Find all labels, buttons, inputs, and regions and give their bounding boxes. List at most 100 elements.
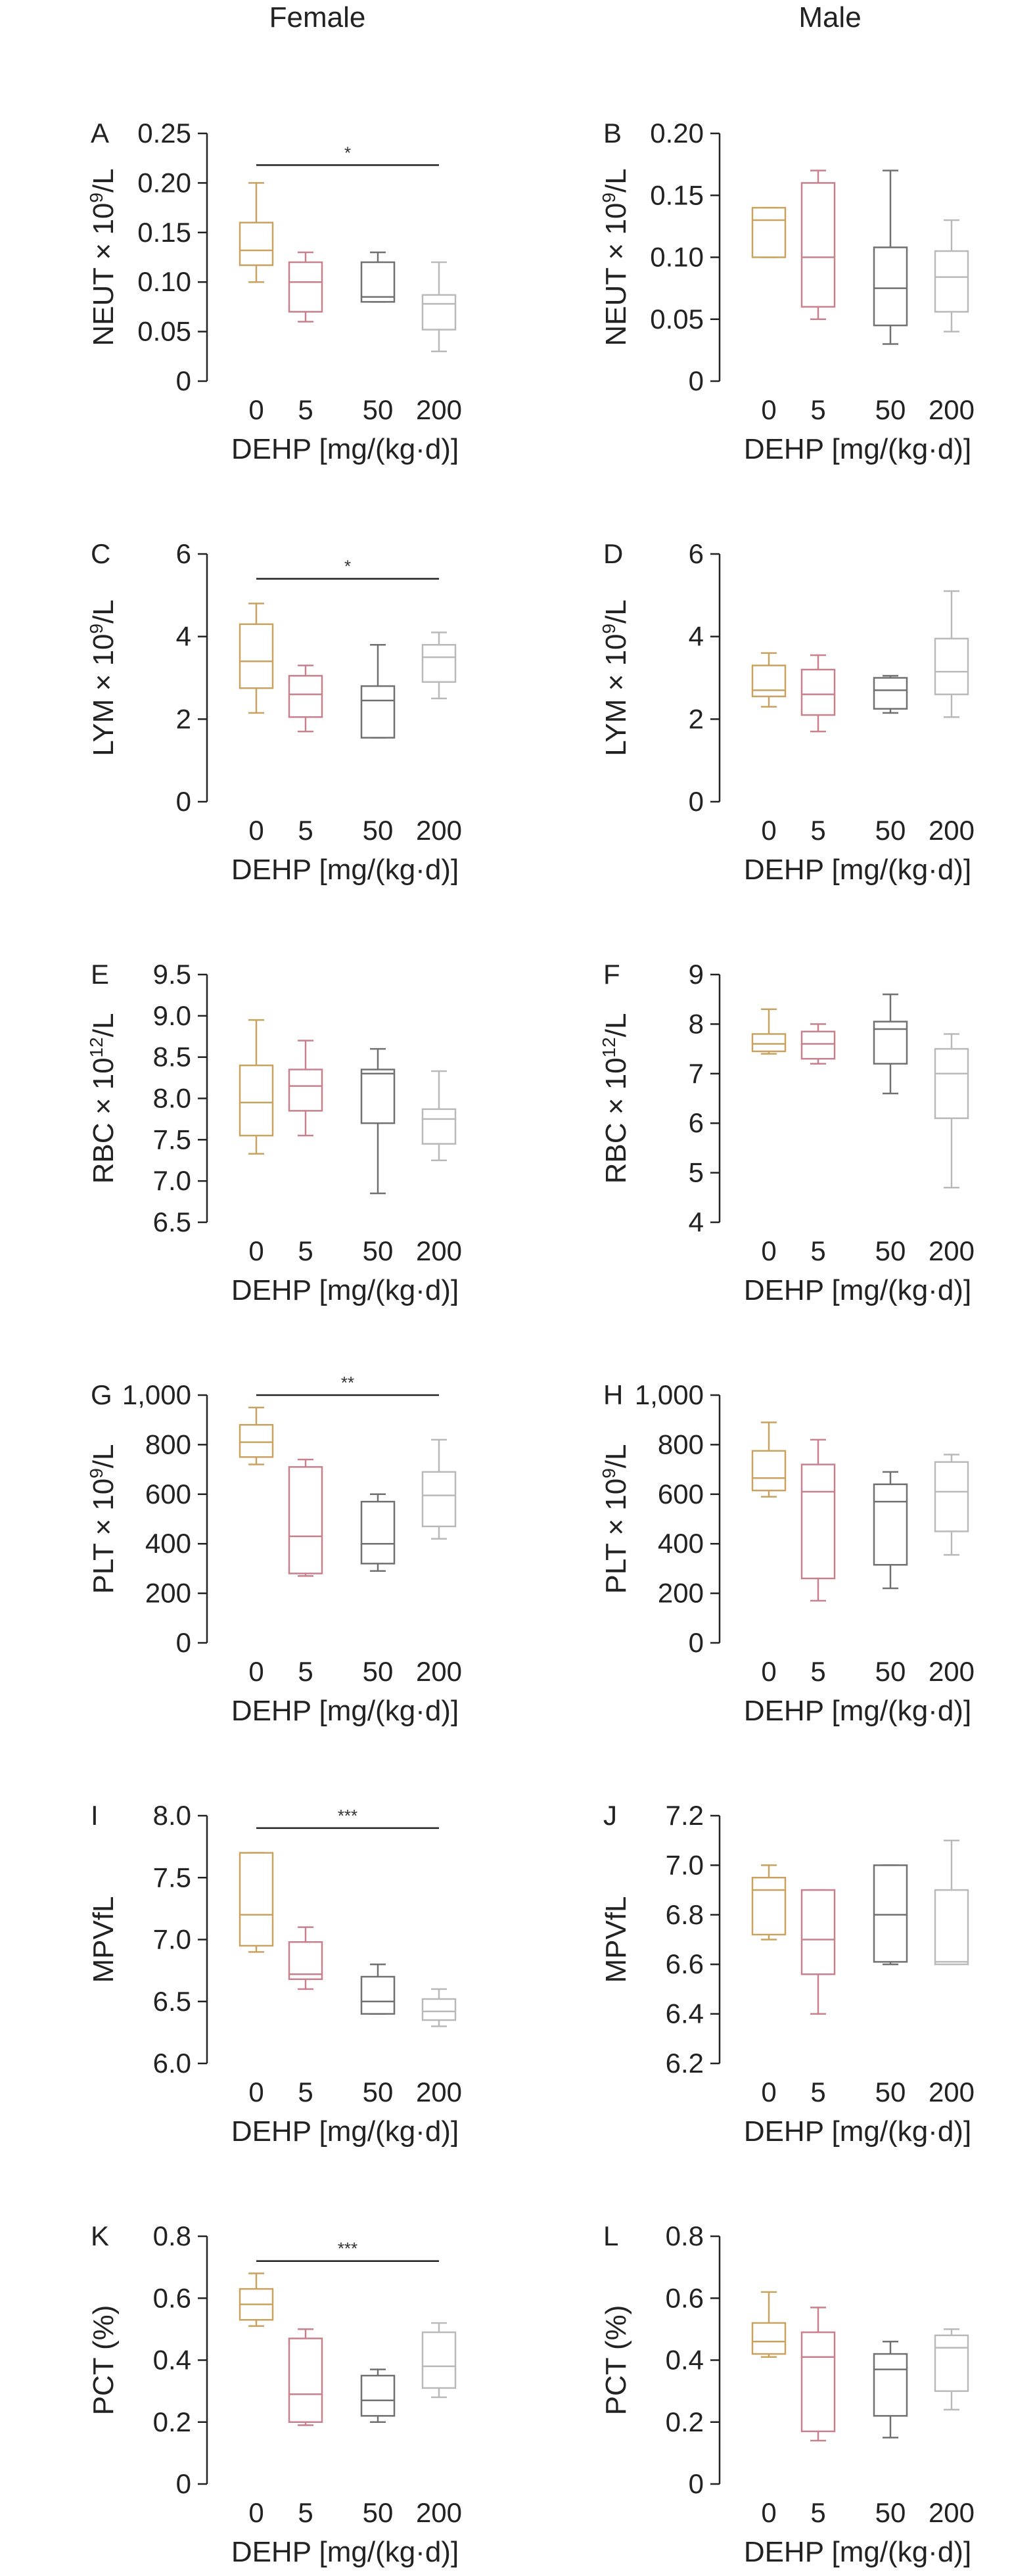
box-iqr [421,1998,457,2021]
panel-letter: F [603,959,620,990]
x-tick-label: 5 [810,1656,825,1687]
y-tick-label: 9.5 [153,959,191,990]
x-axis-title: DEHP [mg/(kg·d)] [231,2115,459,2148]
x-axis-title: DEHP [mg/(kg·d)] [231,2536,459,2568]
x-tick-label: 0 [248,815,264,846]
boxplot-i: I 6.0 6.5 7.0 7.5 8.0 0 5 50 200 DEHP [mg/(kg·d)] M… [87,1800,462,2148]
x-tick-label: 0 [761,2497,776,2528]
y-tick-label: 0.8 [153,2220,191,2251]
y-axis-title: MPVfL [87,1896,120,1983]
y-tick-label: 8.0 [153,1083,191,1114]
panel-f: F 4 5 6 7 8 9 0 5 50 200 DEHP [mg/(kg·d)] RBC × 1012… [513,894,1022,1314]
box-iqr [288,675,323,718]
panel-a: A 0 0.05 0.10 0.15 0.20 0.25 0 5 50 200 DEHP [mg/(k… [0,53,509,473]
box-iqr [934,1889,969,1966]
y-tick-label: 200 [145,1578,191,1609]
boxplot-e: E 6.5 7.0 7.5 8.0 8.5 9.0 9.5 0 5 50 200 DEHP [mg/(k… [86,959,462,1306]
y-tick-label: 0 [689,786,704,817]
boxplot-f: F 4 5 6 7 8 9 0 5 50 200 DEHP [mg/(kg·d)] RBC × 1012… [599,959,975,1306]
x-tick-label: 5 [810,2077,825,2107]
box-50 [360,1493,396,1572]
x-tick-label: 50 [363,1235,394,1266]
y-tick-label: 0.05 [650,304,704,334]
y-tick-label: 0 [176,786,191,817]
x-tick-label: 50 [875,815,906,846]
x-tick-label: 50 [875,2497,906,2528]
panel-g: G 0 200 400 600 800 1,000 0 5 50 200 DEHP [mg/(kg·d… [0,1314,509,1735]
box-iqr [288,1466,323,1575]
panel-letter: E [91,959,109,990]
y-tick-label: 6.5 [153,1207,191,1237]
y-tick-label: 6.4 [666,1998,704,2029]
box-iqr [873,246,908,327]
x-axis-title: DEHP [mg/(kg·d)] [231,854,459,886]
box-0 [751,652,787,708]
box-5 [288,1926,323,1990]
y-tick-label: 0.20 [137,167,191,198]
x-tick-label: 50 [875,1656,906,1687]
y-tick-label: 7 [689,1058,704,1089]
y-tick-label: 0 [689,365,704,396]
x-tick-label: 0 [761,394,776,425]
box-50 [873,675,908,714]
y-tick-label: 0.6 [666,2282,704,2313]
box-200 [421,632,457,700]
y-tick-label: 6 [689,538,704,569]
x-tick-label: 50 [363,815,394,846]
panel-letter: L [603,2220,618,2251]
panel-letter: D [603,538,623,569]
box-50 [360,1963,396,2015]
x-tick-label: 200 [416,815,462,846]
box-50 [360,251,396,303]
y-tick-label: 0.8 [666,2220,704,2251]
box-5 [800,654,836,733]
panel-letter: G [91,1379,112,1410]
box-iqr [360,1975,396,2015]
y-tick-label: 600 [658,1479,704,1509]
significance-label: * [344,557,351,576]
box-5 [288,2328,323,2426]
box-5 [288,1040,323,1137]
significance-label: *** [338,1806,357,1826]
box-iqr [934,2334,969,2392]
y-tick-label: 0.20 [650,118,704,149]
box-iqr [751,1450,787,1492]
y-tick-label: 7.0 [666,1849,704,1880]
panel-letter: J [603,1800,617,1831]
significance-label: *** [338,2239,357,2259]
x-tick-label: 0 [248,2497,264,2528]
boxplot-k: K 0 0.2 0.4 0.6 0.8 0 5 50 200 DEHP [mg/(kg·d)] PCT… [87,2220,462,2568]
x-axis-title: DEHP [mg/(kg·d)] [744,1695,971,1727]
x-tick-label: 0 [248,394,264,425]
box-5 [800,1023,836,1065]
x-axis-title: DEHP [mg/(kg·d)] [744,1274,971,1306]
x-axis-title: DEHP [mg/(kg·d)] [744,433,971,465]
box-200 [934,590,969,718]
y-axis-title: LYM × 109/L [86,599,120,756]
panel-h: H 0 200 400 600 800 1,000 0 5 50 200 DEHP [mg/(kg·d… [513,1314,1022,1735]
y-tick-label: 6.2 [666,2048,704,2079]
panel-letter: H [603,1379,623,1410]
y-tick-label: 400 [145,1528,191,1559]
box-iqr [934,1461,969,1532]
box-200 [421,1988,457,2027]
box-iqr [239,221,274,266]
y-tick-label: 0.15 [137,217,191,248]
box-50 [873,1471,908,1590]
box-0 [751,2291,787,2358]
x-tick-label: 200 [929,1235,975,1266]
boxplot-l: L 0 0.2 0.4 0.6 0.8 0 5 50 200 DEHP [mg/(kg·d)] PCT… [600,2220,975,2568]
x-tick-label: 50 [363,394,394,425]
box-iqr [800,182,836,308]
y-tick-label: 0.10 [137,266,191,297]
box-iqr [873,1021,908,1065]
box-50 [360,643,396,739]
y-tick-label: 4 [689,621,704,652]
y-tick-label: 200 [658,1578,704,1609]
column-title-female: Female [269,1,366,34]
x-tick-label: 200 [929,2497,975,2528]
y-tick-label: 8 [689,1008,704,1039]
box-200 [421,2322,457,2399]
column-title-male: Male [798,1,862,34]
y-axis-title: NEUT × 109/L [86,168,120,346]
